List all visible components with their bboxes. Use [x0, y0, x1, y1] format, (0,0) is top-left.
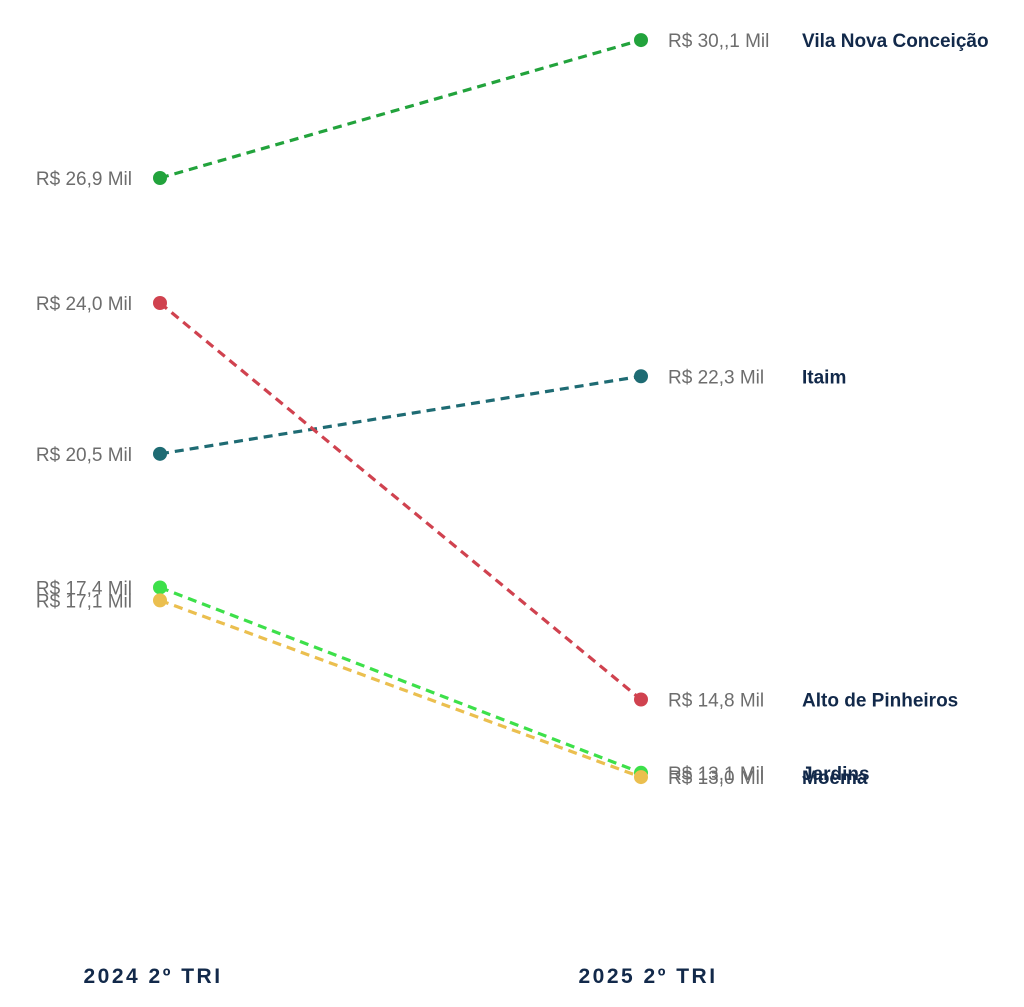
series-name-itaim: Itaim: [802, 367, 846, 388]
series-line-vila-nova-conceicao: [159, 38, 642, 180]
period-label-2024: 2024 2º TRI: [83, 965, 222, 988]
value-label-vila-nova-conceicao-end: R$ 30,,1 Mil: [668, 31, 769, 52]
series-line-jardins: [159, 585, 642, 775]
series-name-moema: Moema: [802, 768, 868, 789]
data-point-jardins-start: [153, 580, 167, 595]
value-label-jardins-end: R$ 13,1 Mil: [668, 764, 764, 785]
data-point-moema-start: [153, 593, 167, 608]
period-label-2025: 2025 2º TRI: [578, 965, 717, 988]
value-label-vila-nova-conceicao-start: R$ 26,9 Mil: [36, 169, 132, 190]
value-label-alto-de-pinheiros-start: R$ 24,0 Mil: [36, 294, 132, 315]
data-point-alto-de-pinheiros-end: [634, 692, 648, 707]
value-label-itaim-end: R$ 22,3 Mil: [668, 367, 764, 388]
value-label-alto-de-pinheiros-end: R$ 14,8 Mil: [668, 691, 764, 712]
series-line-itaim: [159, 374, 642, 456]
series-line-alto-de-pinheiros: [158, 301, 643, 701]
data-point-vila-nova-conceicao-start: [153, 171, 167, 185]
value-label-itaim-start: R$ 20,5 Mil: [36, 445, 132, 466]
value-label-moema-start: R$ 17,1 Mil: [36, 591, 132, 612]
series-line-moema: [159, 598, 642, 779]
data-point-moema-end: [634, 770, 648, 785]
lines-layer: [158, 38, 643, 779]
points-layer: [153, 33, 648, 785]
data-point-itaim-start: [153, 446, 167, 461]
data-point-alto-de-pinheiros-start: [153, 295, 167, 310]
value-label-moema-end: R$ 13,0 Mil: [668, 768, 764, 789]
series-name-jardins: Jardins: [802, 764, 870, 785]
data-point-vila-nova-conceicao-end: [634, 33, 648, 48]
series-name-vila-nova-conceicao: Vila Nova Conceição: [802, 31, 989, 52]
value-label-jardins-start: R$ 17,4 Mil: [36, 578, 132, 599]
data-point-itaim-end: [634, 369, 648, 384]
series-name-alto-de-pinheiros: Alto de Pinheiros: [802, 691, 958, 712]
labels-layer: R$ 26,9 Mil R$ 30,,1 Mil Vila Nova Conceiç…: [36, 31, 989, 789]
